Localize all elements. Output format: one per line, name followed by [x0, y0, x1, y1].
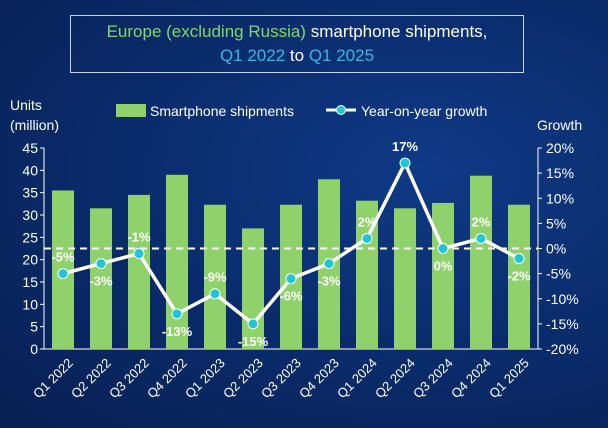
growth-point-q1-2023: [209, 288, 221, 300]
growth-point-q1-2024: [361, 232, 373, 244]
y2-tick-label: -10%: [546, 291, 579, 307]
bar-q3-2024: [432, 202, 454, 349]
bar-series: [52, 174, 530, 349]
growth-label: -5%: [51, 250, 75, 265]
y2-tick-label: 0%: [546, 241, 566, 257]
growth-label: -3%: [317, 274, 341, 289]
y2-tick-label: -5%: [546, 266, 571, 282]
data-labels: -5% -3% -1% -13% -9% -15% -6% -3% 2% 17% 0% 2% -2%: [51, 139, 531, 349]
x-tick-label: Q2 2023: [220, 355, 266, 401]
y2-tick-label: 10%: [546, 190, 574, 206]
y-tick-label: 40: [22, 162, 38, 178]
y2-tick-label: 20%: [546, 140, 574, 156]
growth-point-q2-2023: [247, 318, 259, 330]
x-tick-label: Q3 2022: [106, 355, 152, 401]
bar-q2-2023: [242, 228, 264, 349]
growth-point-q3-2023: [285, 273, 297, 285]
legend-line-label: Year-on-year growth: [361, 103, 487, 119]
y-tick-label: 25: [22, 229, 38, 245]
y-tick-label: 35: [22, 185, 38, 201]
y2-axis-title: Growth: [537, 117, 582, 133]
bar-q1-2024: [356, 200, 378, 349]
growth-label: -15%: [238, 334, 269, 349]
growth-label: -2%: [507, 269, 531, 284]
growth-label: -13%: [162, 324, 193, 339]
y-axis-title-line-1: Units: [10, 97, 42, 113]
growth-point-q1-2022: [57, 268, 69, 280]
x-tick-label: Q3 2023: [258, 355, 304, 401]
x-tick-label: Q1 2023: [182, 355, 228, 401]
title-part-cyan-1: Q1 2022: [219, 46, 286, 65]
x-tick-label: Q1 2025: [486, 355, 532, 401]
x-tick-label: Q1 2022: [30, 355, 76, 401]
growth-label: 17%: [392, 139, 418, 154]
growth-point-q2-2024: [399, 157, 411, 169]
legend-bar-swatch: [116, 104, 146, 117]
title-part-white: smartphone shipments,: [305, 22, 488, 41]
y-tick-label: 15: [22, 274, 38, 290]
growth-label: 0%: [434, 259, 453, 274]
y-tick-label: 10: [22, 296, 38, 312]
growth-label: 2%: [358, 214, 377, 229]
bar-q4-2024: [470, 175, 492, 349]
bar-q2-2022: [90, 208, 112, 349]
growth-point-q3-2024: [437, 243, 449, 254]
growth-point-q4-2022: [171, 308, 183, 320]
axes: 0 5 10 15 20 25 30 35 40 45 -20% -15% -10% -5% 0% 5% 10%…: [22, 140, 578, 357]
legend-bar-label: Smartphone shipments: [150, 103, 294, 119]
chart-title: Europe (excluding Russia) smartphone shi…: [70, 15, 524, 73]
growth-point-q1-2025: [513, 253, 525, 265]
growth-line-series: [57, 157, 525, 330]
legend: Smartphone shipments Year-on-year growth: [116, 103, 487, 119]
legend-line-marker: [336, 105, 346, 115]
growth-label: -6%: [279, 289, 303, 304]
growth-label: -9%: [203, 270, 227, 285]
bar-q2-2024: [394, 208, 416, 349]
x-tick-label: Q1 2024: [334, 355, 380, 401]
x-tick-label: Q4 2022: [144, 355, 190, 401]
growth-label: 2%: [472, 214, 491, 229]
x-tick-label: Q4 2024: [448, 355, 494, 401]
y-tick-label: 30: [22, 207, 38, 223]
title-part-cyan-2: Q1 2025: [308, 46, 375, 65]
y-axis-title-line-2: (million): [10, 117, 59, 133]
y-tick-label: 45: [22, 140, 38, 156]
title-part-to: to: [285, 46, 309, 65]
bar-q3-2022: [128, 194, 150, 349]
y-tick-label: 5: [30, 319, 38, 335]
growth-label: -1%: [127, 230, 151, 245]
title-part-green: Europe (excluding Russia): [106, 22, 306, 41]
growth-label: -3%: [89, 274, 113, 289]
growth-point-q4-2023: [323, 258, 335, 270]
x-tick-label: Q4 2023: [296, 355, 342, 401]
x-tick-label: Q3 2024: [410, 355, 456, 401]
x-tick-label: Q2 2024: [372, 355, 418, 401]
growth-point-q2-2022: [95, 258, 107, 270]
y-tick-label: 20: [22, 252, 38, 268]
bar-q1-2025: [508, 204, 530, 349]
growth-point-q4-2024: [475, 232, 487, 244]
y2-tick-label: -15%: [546, 316, 579, 332]
y2-tick-label: 5%: [546, 215, 566, 231]
y-tick-label: 0: [30, 341, 38, 357]
x-tick-label: Q2 2022: [68, 355, 114, 401]
bar-q1-2023: [204, 204, 226, 349]
growth-point-q3-2022: [133, 248, 145, 260]
y2-tick-label: 15%: [546, 165, 574, 181]
y2-tick-label: -20%: [546, 341, 579, 357]
